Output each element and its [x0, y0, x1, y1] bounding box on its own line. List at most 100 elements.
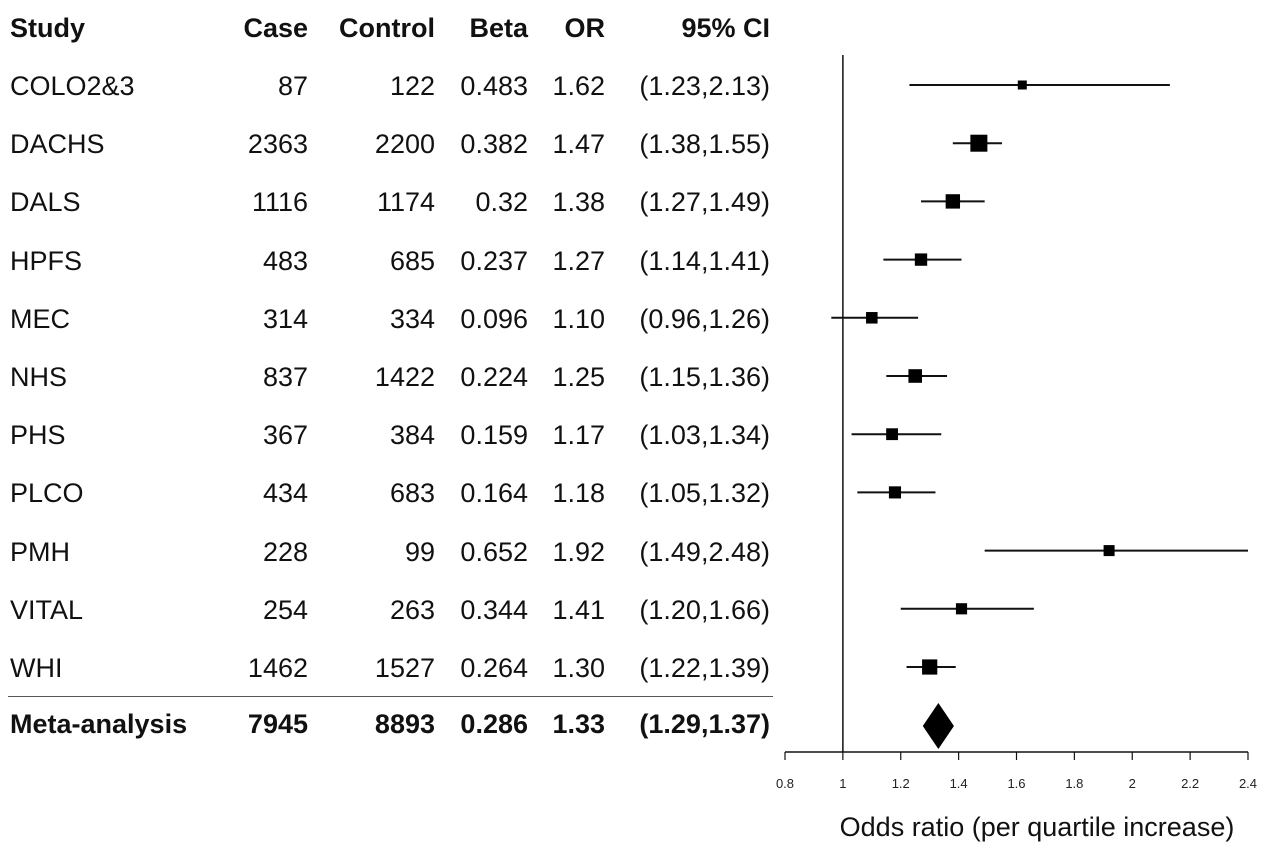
cell-study: COLO2&3	[10, 71, 135, 101]
point-estimate	[914, 253, 928, 266]
cell-beta: 0.159	[460, 420, 528, 451]
cell-beta: 0.164	[460, 478, 528, 509]
cell-ci: (1.49,2.48)	[639, 536, 770, 567]
cell-ci: (1.14,1.41)	[639, 245, 770, 276]
header-study: Study	[10, 13, 86, 43]
summary-separator	[8, 696, 773, 697]
cell-ci: (1.15,1.36)	[639, 362, 770, 392]
cell-case: 254	[262, 594, 308, 625]
summary-beta: 0.286	[460, 709, 528, 739]
point-estimate	[908, 369, 923, 383]
cell-control: 99	[404, 536, 435, 567]
cell-control: 2200	[374, 129, 435, 160]
cell-case: 314	[262, 303, 308, 334]
cell-or: 1.38	[552, 187, 605, 218]
cell-beta: 0.096	[460, 303, 528, 334]
cell-control: 263	[389, 594, 435, 625]
point-estimate	[1017, 80, 1027, 90]
cell-ci: (1.22,1.39)	[639, 653, 770, 683]
point-estimate	[888, 486, 902, 499]
cell-ci: (1.38,1.55)	[639, 129, 770, 160]
cell-or: 1.62	[552, 71, 605, 101]
cell-or: 1.25	[552, 362, 605, 392]
cell-study: PMH	[10, 536, 70, 567]
header-ci: 95% CI	[681, 13, 770, 43]
summary-study: Meta-analysis	[10, 709, 188, 739]
point-estimate	[945, 194, 961, 209]
point-estimate	[955, 603, 968, 615]
cell-control: 1422	[374, 362, 435, 392]
cell-study: VITAL	[10, 594, 84, 625]
cell-study: HPFS	[10, 245, 83, 276]
x-tick-label: 1.2	[892, 776, 910, 791]
cell-control: 1527	[374, 653, 435, 683]
point-estimate	[970, 134, 988, 152]
cell-ci: (1.03,1.34)	[639, 420, 770, 451]
cell-ci: (1.05,1.32)	[639, 478, 770, 509]
cell-study: DACHS	[10, 129, 105, 160]
point-estimate	[866, 312, 878, 324]
cell-control: 685	[389, 245, 435, 276]
cell-beta: 0.224	[460, 362, 528, 392]
cell-beta: 0.237	[460, 245, 528, 276]
cell-study: NHS	[10, 362, 68, 392]
cell-case: 87	[277, 71, 308, 101]
cell-control: 384	[389, 420, 435, 451]
cell-beta: 0.32	[475, 187, 528, 218]
summary-control: 8893	[374, 709, 435, 739]
summary-case: 7945	[247, 709, 308, 739]
cell-control: 1174	[376, 187, 435, 218]
cell-or: 1.41	[552, 594, 605, 625]
header-control: Control	[339, 13, 435, 43]
x-tick-label: 1.6	[1007, 776, 1025, 791]
cell-case: 2363	[247, 129, 308, 160]
cell-case: 434	[262, 478, 308, 509]
cell-or: 1.30	[552, 653, 605, 683]
x-axis-label: Odds ratio (per quartile increase)	[840, 812, 1235, 842]
header-or: OR	[564, 13, 606, 43]
point-estimate	[1103, 545, 1115, 557]
cell-case: 1116	[251, 187, 308, 218]
summary-diamond	[922, 703, 954, 749]
cell-case: 837	[262, 362, 308, 392]
x-tick-label: 1	[839, 776, 846, 791]
cell-study: PHS	[10, 420, 66, 451]
cell-ci: (0.96,1.26)	[639, 303, 770, 334]
cell-control: 122	[389, 71, 435, 101]
cell-study: DALS	[10, 187, 81, 218]
x-tick-label: 1.8	[1065, 776, 1083, 791]
x-tick-label: 2.2	[1181, 776, 1199, 791]
summary-or: 1.33	[552, 709, 605, 739]
point-estimate	[922, 659, 938, 675]
cell-case: 228	[262, 536, 308, 567]
cell-or: 1.27	[552, 245, 605, 276]
cell-study: MEC	[10, 303, 70, 334]
cell-control: 334	[389, 303, 435, 334]
cell-or: 1.47	[552, 129, 605, 160]
cell-study: PLCO	[10, 478, 84, 509]
cell-beta: 0.264	[460, 653, 528, 683]
x-tick-label: 1.4	[950, 776, 968, 791]
cell-control: 683	[389, 478, 435, 509]
x-tick-label: 2.4	[1239, 776, 1257, 791]
cell-beta: 0.344	[460, 594, 528, 625]
cell-or: 1.92	[552, 536, 605, 567]
cell-beta: 0.652	[460, 536, 528, 567]
cell-ci: (1.27,1.49)	[639, 187, 770, 218]
cell-case: 367	[262, 420, 308, 451]
cell-beta: 0.382	[460, 129, 528, 160]
cell-or: 1.17	[552, 420, 605, 451]
header-beta: Beta	[469, 13, 528, 43]
cell-beta: 0.483	[460, 71, 528, 101]
cell-or: 1.10	[552, 303, 605, 334]
header-case: Case	[243, 13, 308, 43]
point-estimate	[886, 428, 898, 441]
cell-ci: (1.23,2.13)	[639, 71, 770, 101]
cell-case: 483	[262, 245, 308, 276]
cell-ci: (1.20,1.66)	[639, 594, 770, 625]
cell-or: 1.18	[552, 478, 605, 509]
x-tick-label: 2	[1129, 776, 1136, 791]
summary-ci: (1.29,1.37)	[639, 709, 770, 739]
cell-study: WHI	[10, 653, 63, 683]
x-tick-label: 0.8	[776, 776, 794, 791]
